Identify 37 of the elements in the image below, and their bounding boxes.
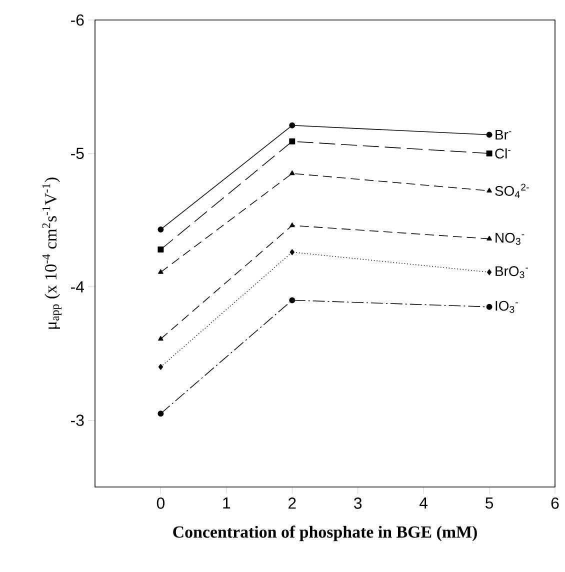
point	[289, 138, 296, 144]
series-label: BrO$_{3}$-	[496, 266, 528, 278]
x-tick-label: 1	[223, 498, 230, 508]
x-tick-label: 0	[156, 498, 165, 509]
point	[158, 246, 164, 252]
point	[290, 222, 295, 228]
point	[289, 122, 296, 128]
point	[158, 269, 164, 274]
series-label: IO$_{3}$-	[496, 300, 518, 313]
x-tick-label: 4	[420, 498, 428, 508]
text: μ$_{app}$ (x 10$^{-4}$ cm$^{2}$s$^{-1}$V$^{-1}$)	[42, 178, 62, 329]
y-tick-label: -4	[71, 281, 84, 292]
point	[486, 188, 492, 192]
series-label: Br$^{-}$	[496, 130, 512, 140]
point	[486, 150, 492, 156]
point	[486, 236, 492, 241]
series-label: SO$_{4}$2-	[495, 184, 529, 198]
series-label: NO$_{3}$-	[496, 232, 524, 245]
point	[486, 304, 492, 310]
x-tick-label: 5	[486, 498, 494, 509]
point	[158, 336, 164, 341]
x-tick-label: 2	[288, 498, 296, 509]
y-tick-label: -3	[71, 414, 84, 426]
point	[289, 297, 296, 304]
x-tick-label: 6	[551, 498, 559, 509]
point	[158, 410, 164, 417]
point	[290, 170, 295, 176]
point	[158, 226, 164, 232]
point	[158, 364, 164, 370]
point	[486, 269, 492, 276]
series-label: Cl$^{-}$	[495, 148, 510, 159]
point	[486, 132, 492, 138]
point	[290, 249, 294, 256]
y-tick-label: -6	[71, 14, 84, 26]
y-tick-label: -5	[71, 148, 84, 159]
x-tick-label: 3	[354, 498, 362, 509]
x-axis-title: Concentration of phosphate in BGE (mM)	[173, 526, 477, 542]
